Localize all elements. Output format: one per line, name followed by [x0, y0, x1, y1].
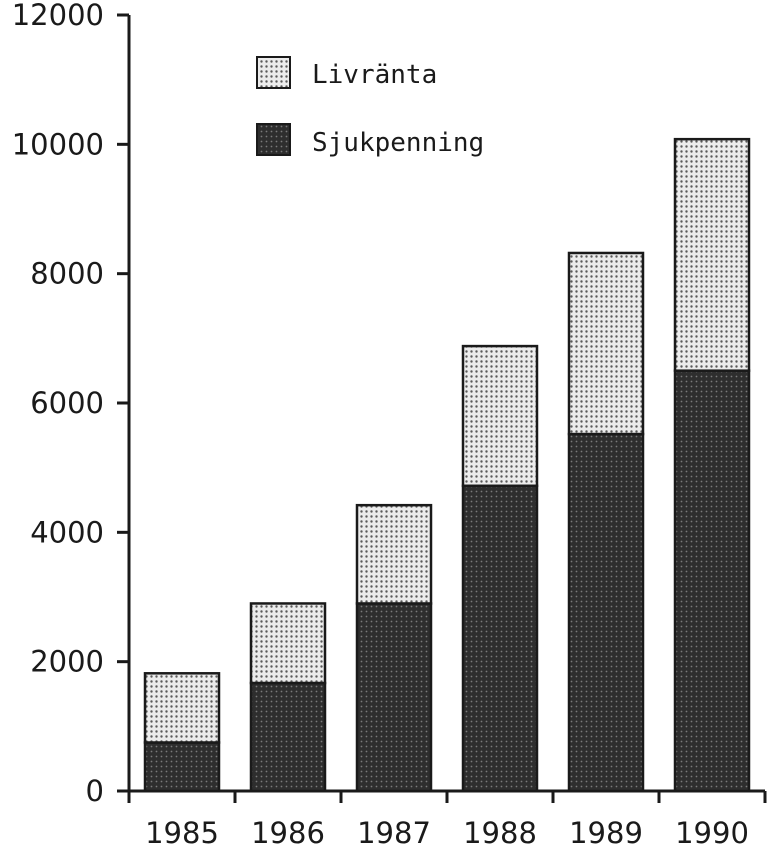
x-tick-label-1988: 1988	[463, 816, 537, 850]
x-tick-labels: 1985 1986 1987 1988 1989 1990	[145, 816, 749, 850]
legend: Livränta Sjukpenning	[256, 56, 484, 158]
y-tick-label: 8000	[30, 257, 104, 291]
bar-segment-sjukpenning-1985	[143, 741, 221, 793]
x-tick-label-1990: 1990	[675, 816, 749, 850]
bar-segment-sjukpenning-1989	[567, 432, 645, 793]
x-tick-label-1989: 1989	[569, 816, 643, 850]
y-tick-label: 0	[86, 774, 104, 808]
bar-segment-livr-nta-1987	[355, 503, 433, 605]
bar-segment-sjukpenning-1987	[355, 602, 433, 793]
bar-segment-sjukpenning-1986	[249, 681, 327, 793]
y-tick-label: 4000	[30, 515, 104, 549]
y-tick-label: 6000	[30, 386, 104, 420]
bar-segment-livr-nta-1988	[461, 344, 539, 488]
x-tick-label-1985: 1985	[145, 816, 219, 850]
legend-swatch-livranta	[256, 56, 291, 89]
legend-swatch-sjukpenning	[256, 123, 291, 156]
axes	[117, 13, 767, 803]
bars	[143, 137, 751, 793]
x-tick-label-1987: 1987	[357, 816, 431, 850]
y-tick-label: 12000	[12, 0, 104, 32]
bar-segment-livr-nta-1990	[673, 137, 751, 372]
bar-segment-livr-nta-1989	[567, 251, 645, 436]
y-tick-label: 2000	[30, 645, 104, 679]
legend-label-sjukpenning: Sjukpenning	[312, 128, 484, 158]
legend-label-livranta: Livränta	[312, 60, 437, 90]
bar-segment-sjukpenning-1988	[461, 484, 539, 793]
x-tick-label-1986: 1986	[251, 816, 325, 850]
bar-segment-sjukpenning-1990	[673, 369, 751, 793]
y-tick-labels: 0 2000 4000 6000 8000 10000 12000	[12, 0, 104, 808]
y-tick-label: 10000	[12, 127, 104, 161]
bar-segment-livr-nta-1986	[249, 602, 327, 685]
bar-segment-livr-nta-1985	[143, 672, 221, 744]
